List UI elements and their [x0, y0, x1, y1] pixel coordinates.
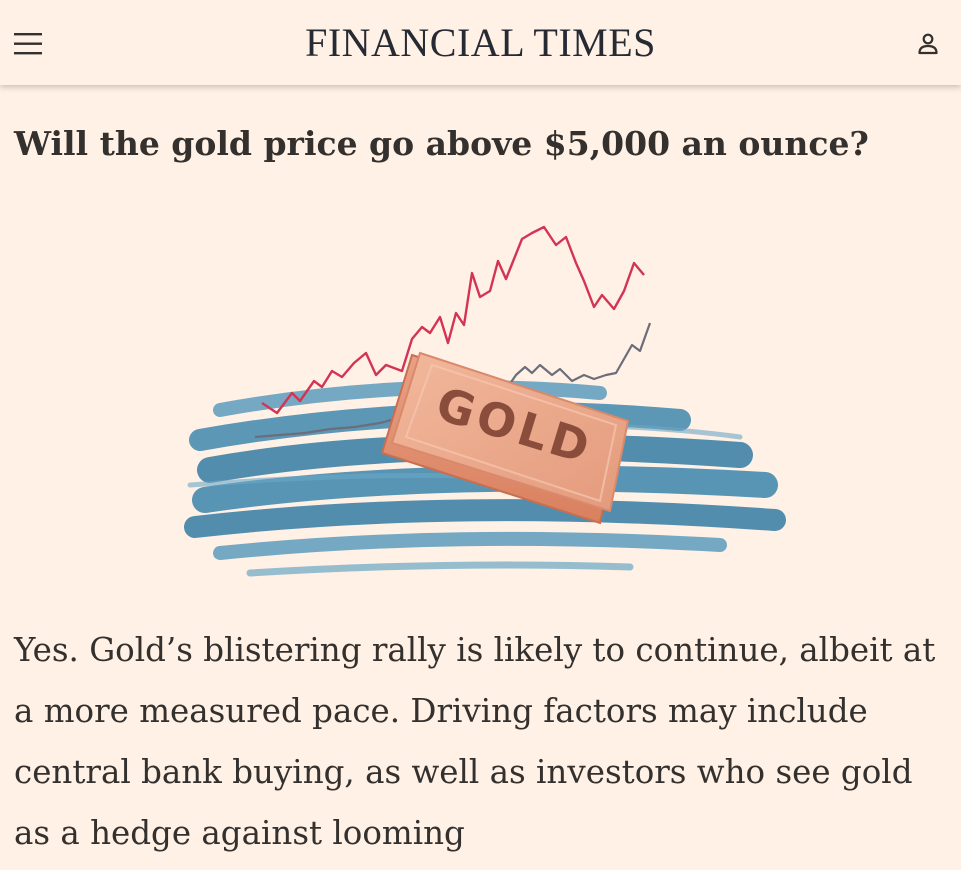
ft-masthead-logo[interactable]: FINANCIAL TIMES: [305, 20, 656, 65]
article-headline[interactable]: Will the gold price go above $5,000 an o…: [14, 124, 869, 163]
gold-bar-illustration: GOLD: [180, 215, 790, 590]
user-account-icon[interactable]: [916, 31, 940, 57]
grey-price-line: [254, 322, 652, 439]
top-navigation-bar: FINANCIAL TIMES: [0, 0, 961, 85]
hamburger-menu-icon[interactable]: [14, 31, 42, 57]
red-price-line: [261, 225, 645, 415]
article-body-paragraph: Yes. Gold’s blistering rally is likely t…: [14, 631, 936, 852]
gold-bar: GOLD: [380, 351, 630, 525]
